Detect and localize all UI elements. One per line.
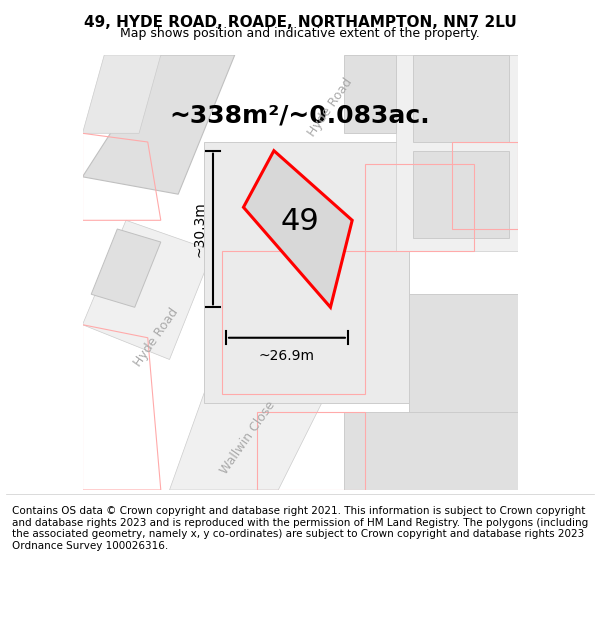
Polygon shape: [170, 368, 322, 490]
Polygon shape: [91, 229, 161, 308]
Text: ~338m²/~0.083ac.: ~338m²/~0.083ac.: [170, 104, 430, 128]
Polygon shape: [413, 151, 509, 238]
Text: Hyde Road: Hyde Road: [131, 306, 181, 369]
Polygon shape: [344, 55, 396, 133]
Polygon shape: [83, 55, 161, 133]
Text: Hyde Road: Hyde Road: [305, 76, 355, 139]
Polygon shape: [204, 142, 409, 403]
Text: Wallwin Close: Wallwin Close: [218, 399, 278, 477]
Polygon shape: [83, 55, 235, 194]
Polygon shape: [83, 220, 213, 359]
Polygon shape: [244, 151, 352, 308]
Text: ~26.9m: ~26.9m: [259, 349, 315, 362]
Polygon shape: [396, 55, 517, 251]
Text: Map shows position and indicative extent of the property.: Map shows position and indicative extent…: [120, 27, 480, 39]
Polygon shape: [409, 294, 517, 412]
Text: Contains OS data © Crown copyright and database right 2021. This information is : Contains OS data © Crown copyright and d…: [12, 506, 588, 551]
Polygon shape: [413, 55, 509, 142]
Text: ~30.3m: ~30.3m: [193, 201, 206, 257]
Text: 49: 49: [281, 207, 319, 236]
Text: 49, HYDE ROAD, ROADE, NORTHAMPTON, NN7 2LU: 49, HYDE ROAD, ROADE, NORTHAMPTON, NN7 2…: [83, 16, 517, 31]
Polygon shape: [344, 412, 517, 490]
